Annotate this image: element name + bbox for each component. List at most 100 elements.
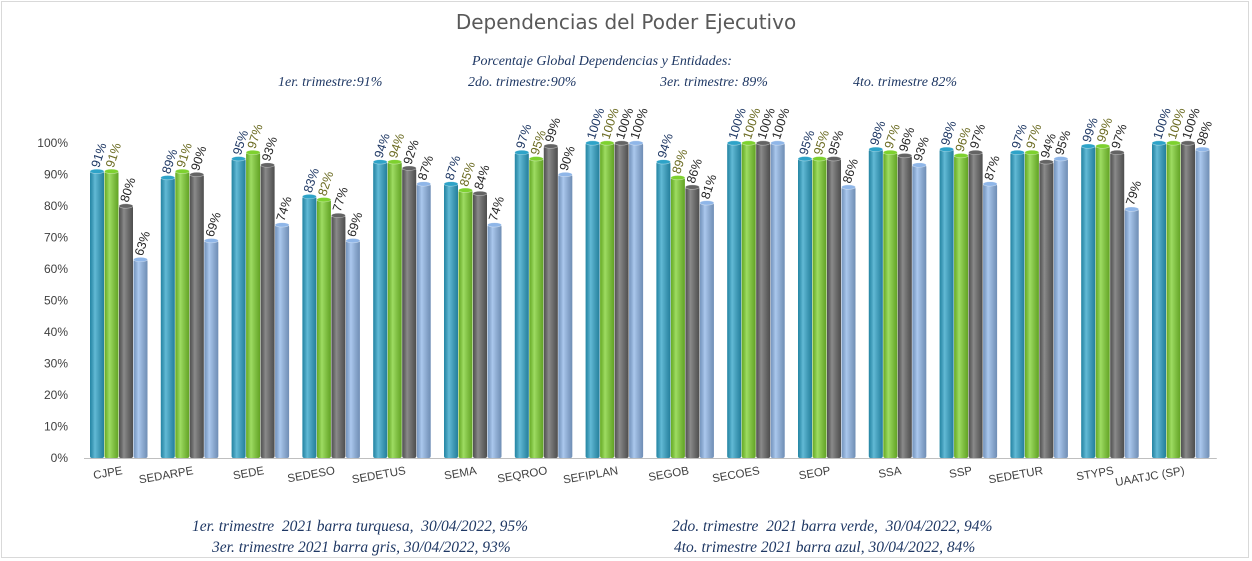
- bar-shading: [912, 165, 927, 459]
- bar-cap: [1151, 140, 1167, 146]
- category-label: CJPE: [92, 465, 123, 482]
- bar-cap: [416, 181, 432, 187]
- bar-shading: [543, 146, 558, 458]
- bar-cap: [316, 197, 332, 203]
- bar-shading: [1095, 146, 1110, 458]
- bar-shading: [246, 152, 261, 458]
- bar-cap: [656, 159, 671, 165]
- bar-shading: [1152, 143, 1166, 458]
- bar-shading: [387, 161, 402, 458]
- y-tick-label: 40%: [44, 325, 68, 339]
- bar-shading: [629, 143, 644, 458]
- y-tick-label: 90%: [44, 168, 68, 182]
- data-label: 69%: [344, 210, 365, 238]
- bar-shading: [473, 193, 487, 458]
- bar-shading: [260, 165, 275, 459]
- bar-shading: [90, 171, 104, 458]
- category-label: UAATJC (SP): [1114, 465, 1185, 489]
- bar-shading: [416, 183, 431, 458]
- bar-shading: [1024, 152, 1039, 458]
- bar-cap: [968, 149, 983, 155]
- bar-cap: [118, 203, 134, 209]
- bar-shading: [458, 190, 473, 458]
- bar-cap: [458, 187, 473, 193]
- category-label: SEDARPE: [138, 465, 195, 486]
- bar-cap: [1124, 206, 1139, 212]
- data-label: 77%: [330, 185, 351, 213]
- category-label: STYPS: [1075, 465, 1115, 483]
- bar-cap: [812, 156, 827, 162]
- bar-shading: [1195, 149, 1210, 459]
- legend-note-2-right: 4to. trimestre 2021 barra azul, 30/04/20…: [674, 539, 976, 556]
- bar-shading: [1053, 158, 1068, 458]
- bar-shading: [812, 158, 827, 458]
- bar-shading: [1081, 146, 1096, 458]
- bar-cap: [882, 149, 898, 155]
- bar-cap: [1166, 140, 1181, 146]
- bar-shading: [119, 206, 133, 458]
- subtitle-q1: 1er. trimestre:91%: [278, 75, 383, 90]
- data-label: 74%: [274, 195, 295, 223]
- bar-cap: [1039, 159, 1054, 165]
- bar-cap: [260, 162, 275, 168]
- data-label: 69%: [203, 210, 224, 238]
- bar-shading: [275, 224, 290, 458]
- bar-shading: [1166, 143, 1181, 458]
- bar-shading: [487, 224, 502, 458]
- y-tick-label: 10%: [44, 420, 68, 434]
- bar-shading: [331, 215, 346, 458]
- data-label: 97%: [967, 122, 988, 150]
- bar-shading: [231, 158, 246, 458]
- bar-cap: [1010, 149, 1025, 155]
- bar-shading: [770, 143, 785, 458]
- bar-shading: [968, 152, 983, 458]
- category-label: SEDE: [232, 465, 265, 482]
- bar-shading: [685, 187, 700, 458]
- data-label: 63%: [132, 229, 153, 257]
- bar-shading: [954, 155, 969, 458]
- bar-cap: [1095, 143, 1110, 149]
- y-tick-label: 30%: [44, 357, 68, 371]
- data-label: 74%: [486, 195, 507, 223]
- bar-cap: [982, 181, 998, 187]
- bar-shading: [104, 171, 119, 458]
- bar-cap: [726, 140, 742, 146]
- bar-cap: [670, 175, 686, 181]
- bar-shading: [939, 149, 954, 459]
- bar-cap: [245, 149, 261, 155]
- bar-shading: [316, 199, 331, 458]
- bar-cap: [472, 190, 488, 196]
- bar-cap: [514, 149, 530, 155]
- bar-shading: [204, 240, 219, 458]
- bar-cap: [841, 184, 856, 190]
- bar-cap: [345, 238, 361, 244]
- category-label: SEDETUR: [988, 465, 1044, 486]
- bar-shading: [656, 161, 671, 458]
- bar-cap: [770, 140, 786, 146]
- category-label: SEOP: [798, 465, 832, 482]
- bar-shading: [402, 168, 417, 458]
- bar-shading: [529, 158, 544, 458]
- y-tick-label: 50%: [44, 294, 68, 308]
- y-tick-label: 80%: [44, 199, 68, 213]
- category-label: SEDESO: [287, 465, 336, 485]
- bar-cap: [443, 181, 459, 187]
- data-label: 87%: [982, 154, 1003, 182]
- bar-cap: [868, 146, 884, 152]
- bar-cap: [89, 168, 105, 174]
- bar-cap: [911, 162, 927, 168]
- bar-cap: [1180, 140, 1196, 146]
- bar-cap: [528, 156, 544, 162]
- bar-cap: [372, 159, 388, 165]
- bar-shading: [600, 143, 615, 458]
- bar-shading: [558, 174, 573, 458]
- bar-cap: [1053, 156, 1069, 162]
- bar-shading: [883, 152, 898, 458]
- subtitle-q2: 2do. trimestre:90%: [468, 75, 577, 90]
- category-label: SEGOB: [648, 465, 691, 484]
- bar-cap: [104, 168, 119, 174]
- chart-title: Dependencias del Poder Ejecutivo: [455, 10, 797, 34]
- category-label: SEQROO: [497, 465, 549, 486]
- bar-cap: [401, 165, 417, 171]
- bar-shading: [841, 187, 856, 458]
